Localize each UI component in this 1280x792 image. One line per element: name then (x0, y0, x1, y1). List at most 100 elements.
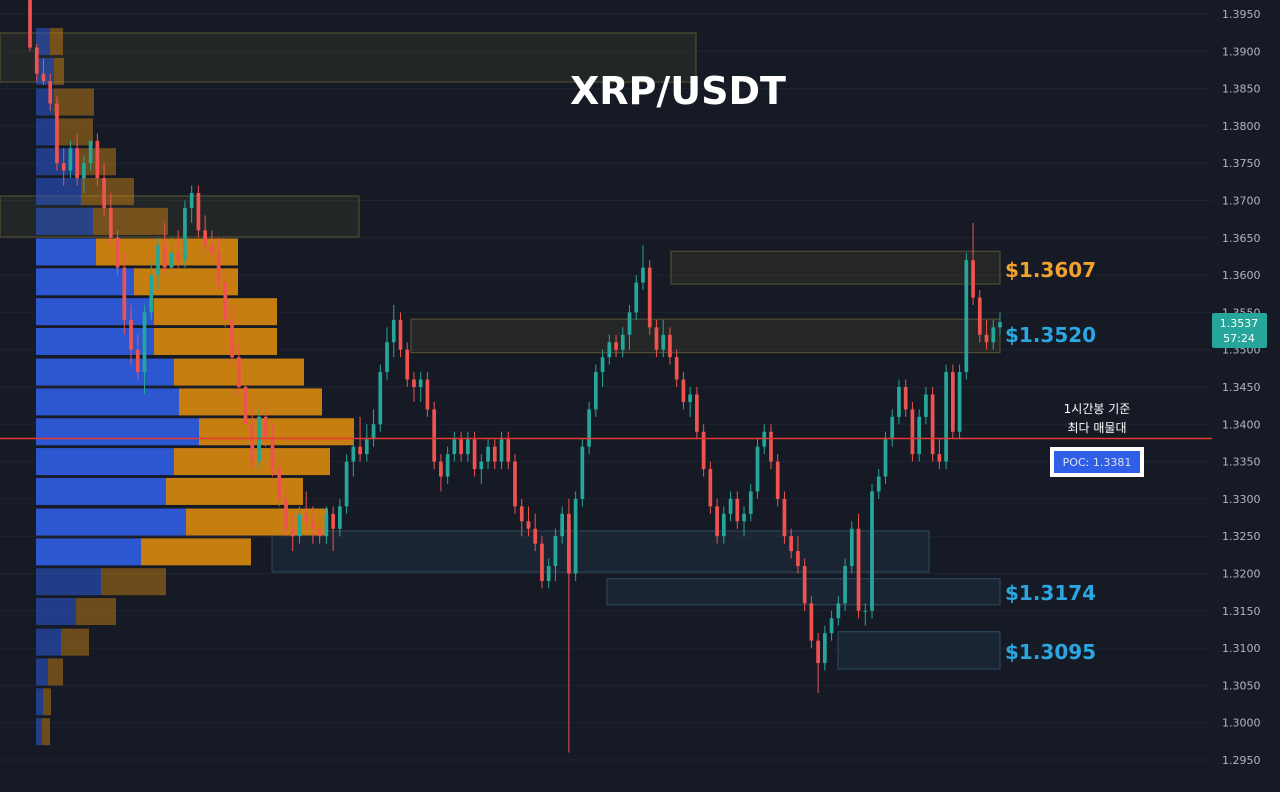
candle-body (674, 357, 679, 380)
volume-sell-bar (154, 298, 277, 326)
candle-body (721, 513, 726, 537)
candle-body (802, 566, 807, 604)
candle-body (708, 469, 713, 507)
candle-body (108, 207, 113, 238)
volume-buy-bar (36, 538, 141, 566)
candle-body (688, 394, 692, 402)
y-tick-label: 1.3400 (1222, 418, 1261, 431)
candle-body (823, 633, 827, 664)
candle-body (695, 394, 699, 432)
candle-body (641, 267, 645, 283)
candle-body (196, 193, 201, 231)
candle-body (849, 528, 854, 567)
y-tick-label: 1.3800 (1222, 120, 1261, 133)
volume-buy-bar (36, 268, 134, 296)
volume-buy-bar (36, 598, 76, 626)
candle-body (324, 513, 329, 537)
support-resistance-zones (0, 32, 1001, 670)
y-tick-label: 1.3150 (1222, 605, 1261, 618)
candle-body (903, 387, 908, 410)
volume-sell-bar (50, 28, 63, 56)
candle-body (277, 469, 282, 499)
candle-body (573, 498, 578, 574)
level-label: $1.3520 (1005, 323, 1096, 347)
candle-body (452, 439, 457, 455)
candle-body (607, 342, 612, 358)
candle-body (668, 334, 672, 358)
candle-body (553, 536, 558, 567)
volume-buy-bar (36, 207, 93, 235)
volume-profile (36, 28, 354, 746)
volume-buy-bar (36, 688, 43, 716)
candle-body (102, 178, 106, 208)
candle-body (526, 521, 531, 529)
candle-body (809, 603, 814, 641)
candle-body (412, 379, 416, 387)
candle-body (506, 439, 511, 462)
candle-body (61, 163, 66, 171)
candle-body (755, 446, 760, 492)
candle-body (55, 103, 59, 164)
y-tick-label: 1.3300 (1222, 493, 1261, 506)
y-tick-label: 1.3750 (1222, 157, 1261, 170)
candle-body (358, 446, 362, 455)
volume-sell-bar (154, 327, 277, 355)
candle-body (290, 528, 295, 537)
candle-body (627, 312, 632, 335)
volume-buy-bar (36, 658, 48, 686)
candle-body (701, 431, 706, 470)
candle-body (836, 603, 841, 619)
current-price: 1.3537 (1220, 317, 1259, 330)
candle-body (88, 140, 93, 164)
candle-body (445, 454, 450, 477)
candle-body (897, 387, 901, 417)
candle-body (998, 322, 1002, 328)
candle-body (661, 334, 666, 350)
candle-body (250, 424, 255, 462)
volume-sell-bar (61, 628, 89, 656)
volume-sell-bar (54, 57, 64, 85)
volume-buy-bar (36, 477, 166, 505)
candle-body (876, 476, 881, 492)
volume-buy-bar (36, 238, 96, 266)
volume-buy-bar (36, 568, 101, 596)
candle-body (317, 528, 322, 537)
poc-label: POC: 1.3381 (1063, 456, 1132, 469)
candle-body (843, 566, 847, 604)
y-tick-label: 1.3700 (1222, 195, 1261, 208)
y-tick-label: 1.3000 (1222, 717, 1261, 730)
volume-sell-bar (81, 178, 134, 206)
y-axis[interactable]: 1.3950 1.3900 1.3850 1.3800 1.3750 1.3700 1.36… (1222, 8, 1261, 767)
candle-body (216, 252, 221, 283)
y-tick-label: 1.3600 (1222, 269, 1261, 282)
candle-body (728, 498, 733, 514)
candle-body (593, 372, 598, 410)
volume-sell-bar (48, 658, 63, 686)
volume-buy-bar (36, 718, 42, 746)
price-tag-box (1212, 313, 1267, 348)
candle-body (910, 409, 915, 455)
candle-body (459, 439, 463, 455)
candle-body (917, 416, 922, 455)
candle-body (270, 439, 275, 470)
candle-body (162, 245, 167, 268)
candle-body (149, 275, 154, 313)
candle-body (647, 267, 652, 328)
volume-sell-bar (101, 568, 166, 596)
volume-sell-bar (54, 88, 94, 116)
current-price-tag: 1.3537 57:24 (1212, 313, 1267, 348)
volume-sell-bar (166, 477, 303, 505)
candle-body (742, 513, 746, 522)
volume-buy-bar (36, 628, 61, 656)
candle-body (338, 506, 342, 529)
candlesticks (28, 0, 1002, 753)
candle-body (263, 416, 268, 440)
candle-body (769, 431, 773, 462)
y-tick-label: 1.3050 (1222, 679, 1261, 692)
candle-body (681, 379, 686, 402)
y-tick-label: 1.3350 (1222, 456, 1261, 469)
volume-buy-bar (36, 298, 154, 326)
level-labels: $1.3607 $1.3520 $1.3174 $1.3095 (1005, 258, 1096, 664)
poc: 1시간봉 기준 최다 매물대 POC: 1.3381 (0, 402, 1212, 477)
